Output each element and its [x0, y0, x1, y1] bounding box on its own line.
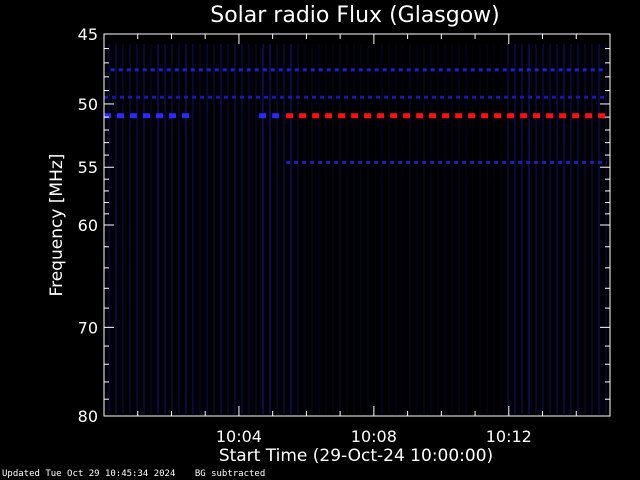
time-stripe: [507, 44, 509, 414]
time-stripe: [598, 44, 600, 414]
time-stripe: [108, 44, 110, 414]
time-stripe: [227, 44, 229, 414]
time-stripe: [409, 44, 411, 414]
time-stripe: [234, 44, 236, 414]
time-stripe: [213, 44, 215, 414]
time-stripe: [164, 44, 166, 414]
time-stripe: [339, 44, 341, 414]
time-stripe: [276, 44, 278, 414]
time-stripe: [220, 44, 222, 414]
time-stripe: [395, 44, 397, 414]
time-stripe: [479, 44, 481, 414]
time-stripe: [535, 44, 537, 414]
time-stripe: [136, 44, 138, 414]
time-stripe: [542, 44, 544, 414]
time-stripe: [325, 44, 327, 414]
time-stripe: [122, 44, 124, 414]
time-stripe: [556, 44, 558, 414]
time-stripe: [178, 44, 180, 414]
y-tick-label: 70: [78, 318, 98, 337]
time-stripe: [437, 44, 439, 414]
time-stripe: [248, 44, 250, 414]
time-stripe: [290, 44, 292, 414]
time-stripe: [129, 44, 131, 414]
time-stripe: [192, 44, 194, 414]
time-stripe: [318, 44, 320, 414]
time-stripe: [465, 44, 467, 414]
time-stripe: [283, 44, 285, 414]
time-stripe: [360, 44, 362, 414]
x-tick-label: 10:12: [486, 427, 532, 446]
chart-title: Solar radio Flux (Glasgow): [210, 3, 500, 28]
time-stripe: [549, 44, 551, 414]
y-tick-label: 60: [78, 216, 98, 235]
time-stripe: [591, 44, 593, 414]
time-stripe: [199, 44, 201, 414]
time-stripe: [241, 44, 243, 414]
time-stripe: [451, 44, 453, 414]
time-stripe: [500, 44, 502, 414]
time-stripe: [255, 44, 257, 414]
time-stripe: [584, 44, 586, 414]
time-stripe: [332, 44, 334, 414]
frequency-bands: [104, 68, 607, 164]
time-stripe: [262, 44, 264, 414]
time-stripe: [346, 44, 348, 414]
time-stripe: [563, 44, 565, 414]
time-stripe: [311, 44, 313, 414]
x-tick-label: 10:04: [216, 427, 262, 446]
time-stripe: [185, 44, 187, 414]
time-stripe: [269, 44, 271, 414]
x-axis-ticks: 10:04 10:08 10:12: [137, 34, 577, 446]
y-axis-label: Frequency [MHz]: [47, 154, 67, 297]
x-axis-label: Start Time (29-Oct-24 10:00:00): [219, 446, 493, 466]
time-stripe: [458, 44, 460, 414]
time-stripe: [157, 44, 159, 414]
time-stripe: [304, 44, 306, 414]
time-stripe: [381, 44, 383, 414]
time-stripe: [423, 44, 425, 414]
time-stripe: [374, 44, 376, 414]
time-stripe: [206, 44, 208, 414]
time-stripe: [388, 44, 390, 414]
y-tick-label: 50: [78, 95, 98, 114]
time-stripe: [297, 44, 299, 414]
bg-subtracted-note: BG subtracted: [194, 469, 266, 479]
y-tick-label: 55: [78, 158, 98, 177]
time-stripe: [353, 44, 355, 414]
time-stripe: [605, 44, 607, 414]
time-stripe: [367, 44, 369, 414]
time-stripe: [416, 44, 418, 414]
time-stripe: [115, 44, 117, 414]
footer: Updated Tue Oct 29 10:45:34 2024 BG subt…: [2, 469, 279, 479]
y-tick-label: 80: [78, 407, 98, 426]
time-stripe: [521, 44, 523, 414]
time-stripe: [577, 44, 579, 414]
plot-background: [104, 34, 610, 416]
y-tick-label: 45: [78, 25, 98, 44]
time-stripe: [528, 44, 530, 414]
plot-area: [104, 34, 610, 416]
x-tick-label: 10:08: [351, 427, 397, 446]
time-stripes: [108, 44, 607, 414]
time-stripe: [402, 44, 404, 414]
time-stripe: [486, 44, 488, 414]
updated-timestamp: Updated Tue Oct 29 10:45:34 2024: [2, 469, 176, 479]
time-stripe: [444, 44, 446, 414]
time-stripe: [150, 44, 152, 414]
y-axis-ticks: 45 50 55 60 70 80: [78, 25, 610, 426]
time-stripe: [171, 44, 173, 414]
time-stripe: [493, 44, 495, 414]
time-stripe: [514, 44, 516, 414]
time-stripe: [143, 44, 145, 414]
time-stripe: [570, 44, 572, 414]
time-stripe: [430, 44, 432, 414]
time-stripe: [472, 44, 474, 414]
